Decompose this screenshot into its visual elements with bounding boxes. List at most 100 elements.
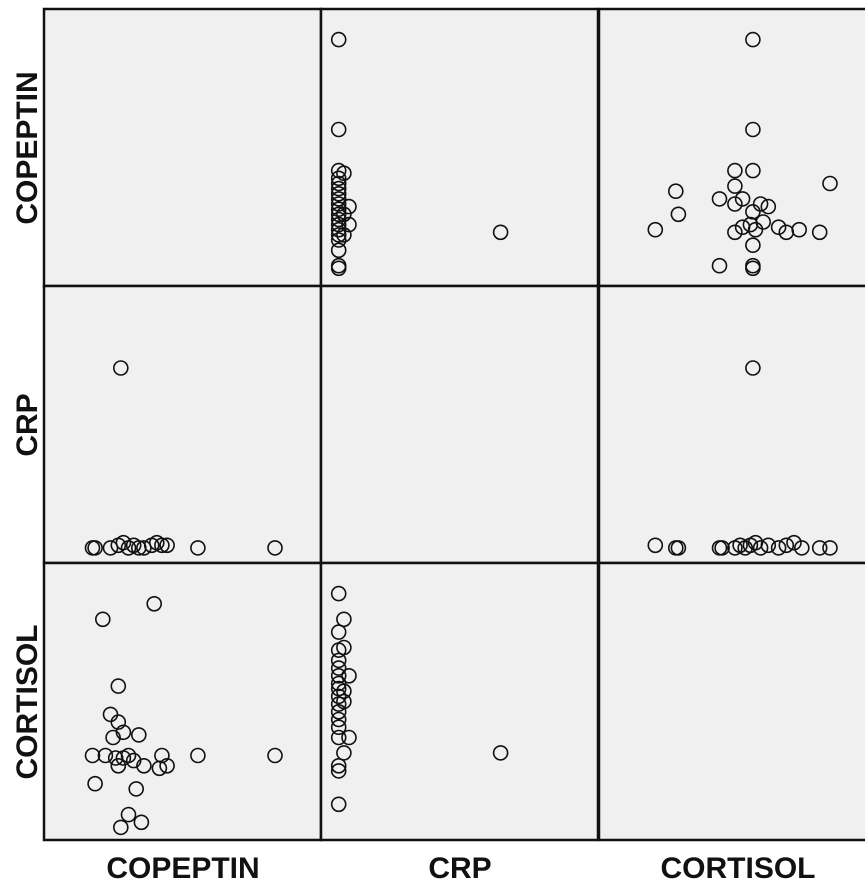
scatter-point-cortisol-vs-copeptin <box>133 814 150 831</box>
scatter-point-cortisol-vs-copeptin <box>190 747 206 764</box>
scatter-point-copeptin-vs-cortisol <box>727 178 743 194</box>
panel-cortisol-vs-cortisol <box>597 561 865 842</box>
scatter-point-copeptin-vs-crp <box>336 227 352 243</box>
scatter-point-cortisol-vs-crp <box>336 693 352 710</box>
x-axis-label-copeptin: COPEPTIN <box>106 852 259 885</box>
scatter-point-cortisol-vs-crp <box>341 667 357 684</box>
scatter-point-cortisol-vs-copeptin <box>115 724 132 741</box>
scatter-point-copeptin-vs-cortisol <box>791 221 808 238</box>
panel-copeptin-vs-copeptin <box>42 7 323 288</box>
scatter-point-crp-vs-cortisol <box>760 537 777 554</box>
scatter-point-cortisol-vs-crp <box>330 652 347 669</box>
scatter-point-cortisol-vs-crp <box>336 611 352 628</box>
scatter-point-crp-vs-cortisol <box>793 540 810 556</box>
scatter-point-copeptin-vs-crp <box>341 216 357 233</box>
scatter-point-crp-vs-cortisol <box>822 540 838 556</box>
scatter-point-copeptin-vs-cortisol <box>670 206 687 223</box>
scatter-point-crp-vs-copeptin <box>159 537 175 554</box>
scatter-point-cortisol-vs-crp <box>330 660 347 676</box>
scatter-point-cortisol-vs-copeptin <box>146 595 162 612</box>
scatter-point-cortisol-vs-crp <box>336 683 352 700</box>
scatter-point-crp-vs-copeptin <box>190 540 206 556</box>
scatter-point-cortisol-vs-copeptin <box>87 775 103 792</box>
scatter-point-cortisol-vs-crp <box>492 745 509 761</box>
scatter-point-crp-vs-cortisol <box>811 540 828 556</box>
scatter-point-copeptin-vs-crp <box>341 198 357 215</box>
scatter-point-cortisol-vs-copeptin <box>97 747 114 764</box>
scatter-point-cortisol-vs-copeptin <box>95 611 111 628</box>
scatter-point-cortisol-vs-crp <box>330 719 347 736</box>
scatter-point-cortisol-vs-copeptin <box>136 757 152 774</box>
scatter-point-crp-vs-copeptin <box>102 540 119 556</box>
x-axis-label-cortisol: CORTISOL <box>661 852 816 885</box>
panel-grid <box>42 7 865 842</box>
scatter-point-crp-vs-copeptin <box>115 534 132 551</box>
scatter-point-cortisol-vs-copeptin <box>159 757 175 774</box>
scatter-point-copeptin-vs-crp <box>330 206 347 223</box>
scatter-point-cortisol-vs-copeptin <box>154 747 170 764</box>
scatter-point-copeptin-vs-crp <box>330 260 347 277</box>
panel-crp-vs-copeptin <box>42 284 323 565</box>
scatter-point-cortisol-vs-copeptin <box>110 714 127 730</box>
scatter-point-copeptin-vs-cortisol <box>727 224 743 241</box>
scatter-point-cortisol-vs-crp <box>330 675 347 692</box>
scatter-point-cortisol-vs-crp <box>336 639 352 656</box>
scatter-point-copeptin-vs-cortisol <box>727 162 743 179</box>
scatter-point-copeptin-vs-crp <box>492 224 509 241</box>
scatter-point-copeptin-vs-cortisol <box>745 237 761 253</box>
scatter-point-cortisol-vs-crp <box>330 688 347 705</box>
scatter-point-copeptin-vs-crp <box>330 242 347 259</box>
scatter-point-crp-vs-copeptin <box>87 540 103 556</box>
scatter-point-cortisol-vs-copeptin <box>110 757 127 774</box>
scatter-point-copeptin-vs-cortisol <box>734 191 751 207</box>
scatter-point-copeptin-vs-crp <box>330 186 347 202</box>
scatter-point-copeptin-vs-cortisol <box>711 257 728 274</box>
scatter-point-copeptin-vs-crp <box>330 170 347 187</box>
scatter-point-cortisol-vs-copeptin <box>120 747 137 764</box>
y-axis-label-crp: CRP <box>11 393 44 456</box>
scatter-point-copeptin-vs-crp <box>330 191 347 207</box>
scatter-point-cortisol-vs-copeptin <box>120 806 137 823</box>
scatter-point-copeptin-vs-cortisol <box>760 198 777 215</box>
scatter-point-copeptin-vs-cortisol <box>745 121 761 138</box>
scatter-point-copeptin-vs-crp <box>330 201 347 217</box>
scatter-point-crp-vs-copeptin <box>267 540 283 556</box>
scatter-point-copeptin-vs-crp <box>330 121 347 138</box>
scatter-point-crp-vs-cortisol <box>778 537 795 554</box>
scatter-point-copeptin-vs-crp <box>336 206 352 223</box>
panel-crp-vs-cortisol <box>597 284 865 565</box>
scatter-point-cortisol-vs-copeptin <box>128 781 144 797</box>
scatter-point-cortisol-vs-crp <box>330 757 347 774</box>
scatter-point-crp-vs-cortisol <box>752 540 769 556</box>
scatter-point-copeptin-vs-cortisol <box>745 162 761 179</box>
scatter-point-copeptin-vs-crp <box>330 232 347 248</box>
panel-crp-vs-crp <box>319 284 600 565</box>
x-axis-label-crp: CRP <box>428 852 491 885</box>
scatter-point-copeptin-vs-cortisol <box>822 175 838 192</box>
scatter-point-crp-vs-cortisol <box>745 360 761 376</box>
panel-cortisol-vs-copeptin <box>42 561 323 842</box>
scatter-point-cortisol-vs-crp <box>330 585 347 602</box>
scatter-point-cortisol-vs-crp <box>330 667 347 684</box>
scatter-point-cortisol-vs-crp <box>341 729 357 746</box>
scatter-point-crp-vs-cortisol <box>647 537 664 554</box>
scatter-point-copeptin-vs-cortisol <box>745 31 761 48</box>
scatter-point-copeptin-vs-crp <box>330 196 347 212</box>
scatter-point-crp-vs-cortisol <box>670 540 687 556</box>
scatter-point-cortisol-vs-copeptin <box>267 747 283 764</box>
scatter-point-cortisol-vs-crp <box>330 729 347 746</box>
scatter-point-cortisol-vs-crp <box>330 711 347 728</box>
scatter-point-copeptin-vs-cortisol <box>755 214 772 230</box>
panel-copeptin-vs-cortisol <box>597 7 865 288</box>
scatter-point-crp-vs-cortisol <box>714 540 730 556</box>
scatter-point-copeptin-vs-crp <box>330 211 347 228</box>
scatter-point-cortisol-vs-crp <box>330 703 347 720</box>
scatter-point-cortisol-vs-crp <box>330 763 347 779</box>
scatter-point-cortisol-vs-copeptin <box>84 747 101 764</box>
scatter-point-cortisol-vs-copeptin <box>110 678 127 694</box>
scatter-point-copeptin-vs-cortisol <box>727 196 743 212</box>
scatter-point-cortisol-vs-copeptin <box>131 727 147 743</box>
scatter-point-cortisol-vs-copeptin <box>125 752 142 769</box>
scatter-point-cortisol-vs-copeptin <box>113 819 129 836</box>
